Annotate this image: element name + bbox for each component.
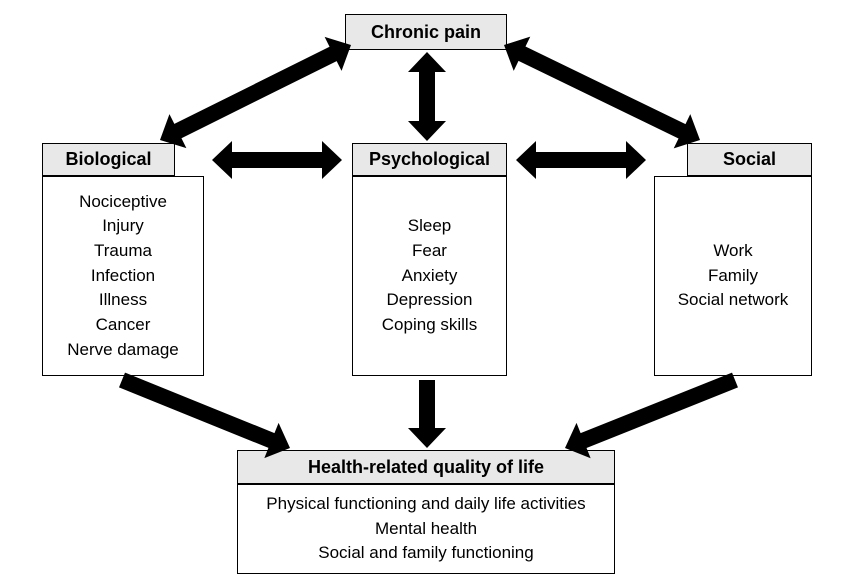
arrow-psych-social	[516, 141, 646, 179]
list-item: Nerve damage	[67, 338, 179, 363]
arrow-cp-to-psych	[408, 52, 446, 141]
node-label: Psychological	[369, 149, 490, 170]
node-biological-header: Biological	[42, 143, 175, 176]
list-item: Mental health	[375, 517, 477, 542]
list-item: Work	[713, 239, 752, 264]
list-item: Social network	[678, 288, 789, 313]
list-item: Trauma	[94, 239, 152, 264]
list-item: Infection	[91, 264, 155, 289]
list-item: Social and family functioning	[318, 541, 533, 566]
list-item: Anxiety	[402, 264, 458, 289]
list-item: Family	[708, 264, 758, 289]
arrow-cp-to-social	[496, 28, 709, 157]
node-biological-list: NociceptiveInjuryTraumaInfectionIllnessC…	[42, 176, 204, 376]
list-item: Injury	[102, 214, 144, 239]
node-hrqol-list: Physical functioning and daily life acti…	[237, 484, 615, 574]
list-item: Fear	[412, 239, 447, 264]
list-item: Illness	[99, 288, 147, 313]
list-item: Physical functioning and daily life acti…	[266, 492, 585, 517]
list-item: Nociceptive	[79, 190, 167, 215]
node-psychological-header: Psychological	[352, 143, 507, 176]
node-hrqol-header: Health-related quality of life	[237, 450, 615, 484]
node-psychological-list: SleepFearAnxietyDepressionCoping skills	[352, 176, 507, 376]
list-item: Coping skills	[382, 313, 477, 338]
arrow-psych-to-hrqol	[408, 380, 446, 448]
node-label: Chronic pain	[371, 22, 481, 43]
node-label: Biological	[65, 149, 151, 170]
list-item: Depression	[387, 288, 473, 313]
node-label: Social	[723, 149, 776, 170]
node-social-list: WorkFamilySocial network	[654, 176, 812, 376]
arrow-cp-to-bio	[152, 28, 360, 157]
node-label: Health-related quality of life	[308, 457, 544, 478]
node-chronic-pain: Chronic pain	[345, 14, 507, 50]
list-item: Sleep	[408, 214, 451, 239]
list-item: Cancer	[96, 313, 151, 338]
arrow-bio-psych	[212, 141, 342, 179]
node-social-header: Social	[687, 143, 812, 176]
